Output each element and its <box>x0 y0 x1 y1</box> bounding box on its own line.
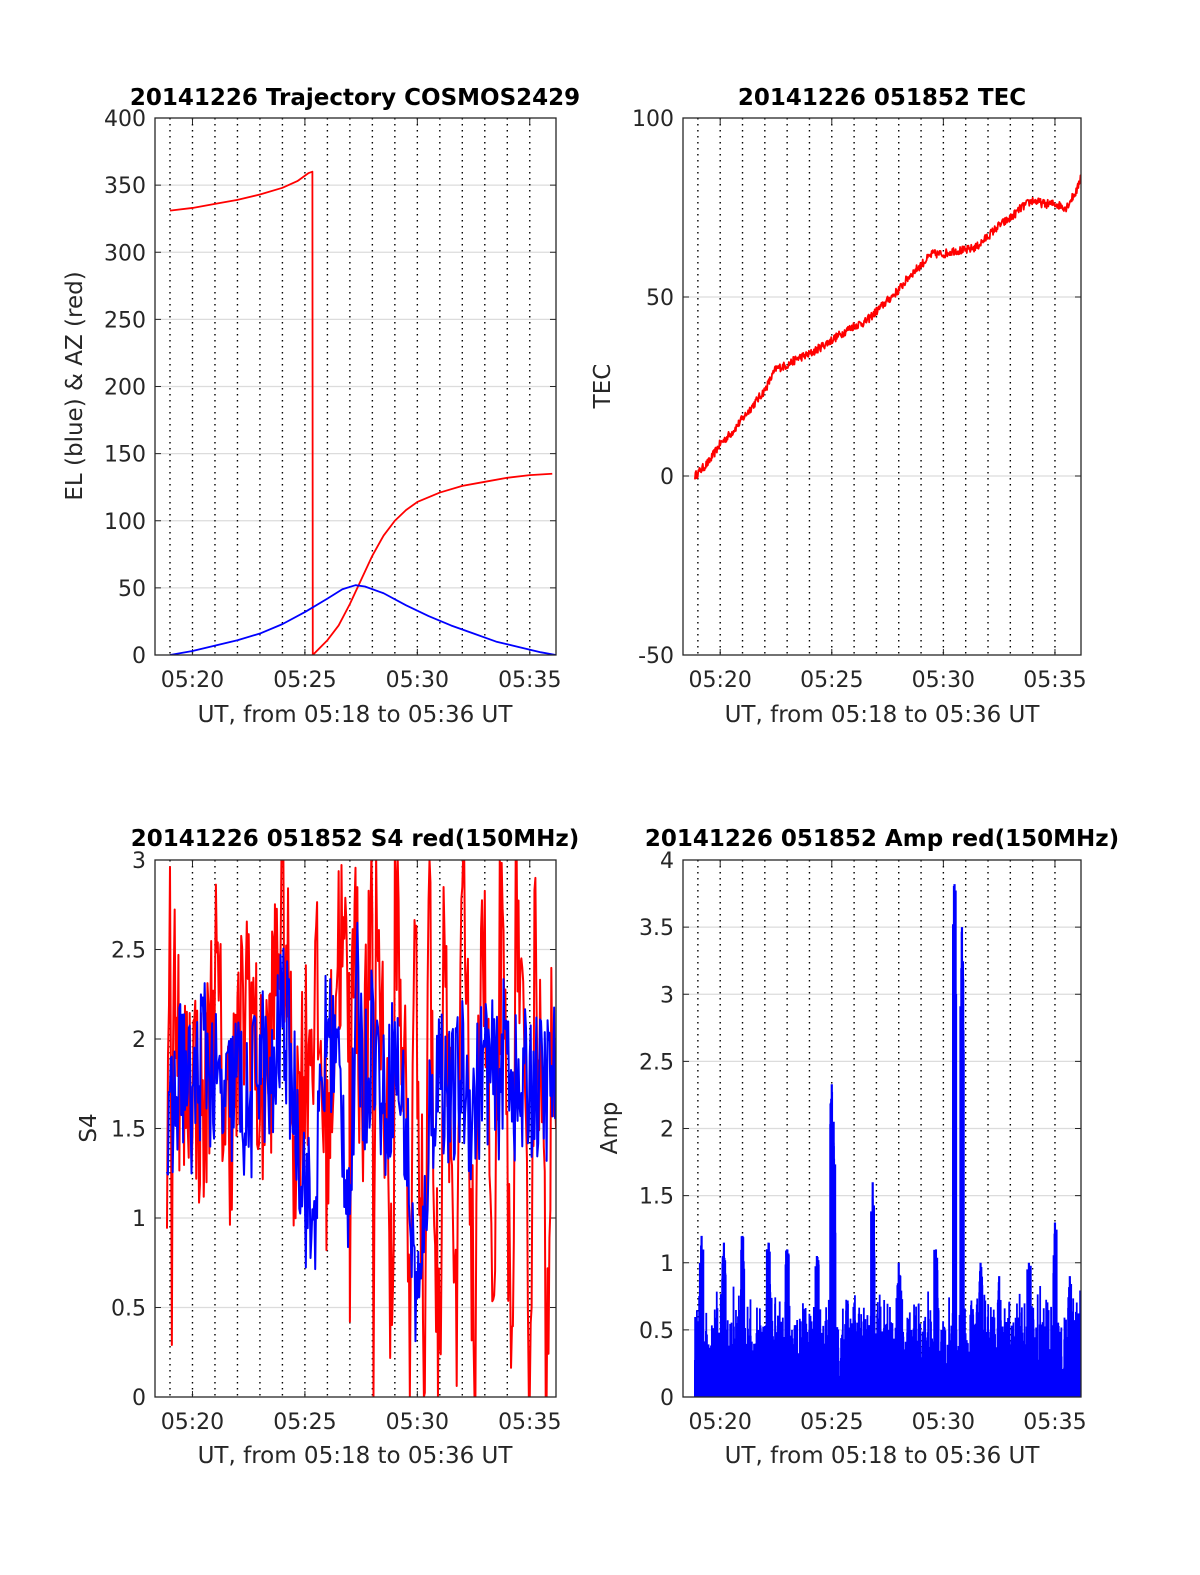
y-tick-label: 1.5 <box>639 1185 674 1210</box>
x-tick-label: 05:35 <box>1023 668 1086 693</box>
y-tick-label: 3.5 <box>639 916 674 941</box>
y-tick-label: 50 <box>646 286 674 311</box>
series-bars <box>694 886 1081 1397</box>
axes-frame <box>682 859 1082 1398</box>
tec-x-label: UT, from 05:18 to 05:36 UT <box>725 702 1041 728</box>
series-line <box>169 584 556 655</box>
y-tick-label: 2 <box>132 1028 146 1053</box>
s4-y-ticks: 0 0.5 1 1.5 2 2.5 3 <box>111 849 146 1411</box>
y-tick-label: 200 <box>104 376 146 401</box>
y-tick-label: 100 <box>104 510 146 535</box>
amp-y-ticks: 0 0.5 1 1.5 2 2.5 3 3.5 4 <box>639 849 674 1411</box>
trajectory-plot-area <box>154 117 557 656</box>
series-group <box>694 884 1081 1397</box>
amp-y-label: Amp <box>597 1102 623 1155</box>
y-tick-label: 50 <box>118 577 146 602</box>
x-tick-label: 05:30 <box>912 1410 975 1435</box>
x-tick-label: 05:25 <box>273 1410 336 1435</box>
y-tick-label: 150 <box>104 443 146 468</box>
s4-chart: 20141226 051852 S4 red(150MHz) 0 0.5 1 1.5 2… <box>76 826 579 1469</box>
y-tick-label: 350 <box>104 174 146 199</box>
tec-plot-area <box>682 117 1082 656</box>
x-tick-label: 05:35 <box>1023 1410 1086 1435</box>
tec-x-ticks: 05:20 05:25 05:30 05:35 <box>688 668 1086 693</box>
x-tick-label: 05:30 <box>386 1410 449 1435</box>
tec-chart: 20141226 051852 TEC -50 0 50 100 05:20 05:25… <box>590 85 1087 728</box>
y-tick-label: -50 <box>638 644 674 669</box>
s4-x-label: UT, from 05:18 to 05:36 UT <box>198 1443 514 1469</box>
x-tick-label: 05:25 <box>273 668 336 693</box>
x-tick-label: 05:35 <box>498 668 561 693</box>
y-tick-label: 1 <box>132 1207 146 1232</box>
s4-x-ticks: 05:20 05:25 05:30 05:35 <box>161 1410 562 1435</box>
y-tick-label: 0.5 <box>639 1319 674 1344</box>
y-tick-label: 0 <box>132 1386 146 1411</box>
x-tick-label: 05:20 <box>161 1410 224 1435</box>
tec-y-ticks: -50 0 50 100 <box>632 107 674 669</box>
x-tick-label: 05:30 <box>386 668 449 693</box>
series-group <box>169 170 556 655</box>
axes-frame <box>154 117 557 656</box>
axes-frame <box>682 117 1082 656</box>
amp-chart: 20141226 051852 Amp red(150MHz) 0 0.5 1 1.5… <box>597 826 1119 1469</box>
y-tick-label: 3 <box>660 983 674 1008</box>
y-tick-label: 3 <box>132 849 146 874</box>
y-tick-label: 400 <box>104 107 146 132</box>
series-line <box>694 174 1081 480</box>
x-tick-label: 05:20 <box>161 668 224 693</box>
series-line <box>169 170 553 655</box>
amp-x-ticks: 05:20 05:25 05:30 05:35 <box>688 1410 1086 1435</box>
trajectory-x-ticks: 05:20 05:25 05:30 05:35 <box>161 668 562 693</box>
amp-x-label: UT, from 05:18 to 05:36 UT <box>725 1443 1041 1469</box>
s4-y-label: S4 <box>76 1113 102 1142</box>
x-tick-label: 05:30 <box>912 668 975 693</box>
x-tick-label: 05:25 <box>800 1410 863 1435</box>
y-tick-label: 1 <box>660 1252 674 1277</box>
x-tick-label: 05:20 <box>688 1410 751 1435</box>
tec-y-label: TEC <box>590 364 616 410</box>
series-group <box>165 860 556 1397</box>
x-tick-label: 05:35 <box>498 1410 561 1435</box>
y-tick-label: 0 <box>132 644 146 669</box>
s4-plot-area <box>154 859 557 1398</box>
trajectory-y-label: EL (blue) & AZ (red) <box>62 271 88 500</box>
tec-title: 20141226 051852 TEC <box>738 85 1026 111</box>
series-group <box>694 174 1081 480</box>
y-tick-label: 2 <box>660 1118 674 1143</box>
series-line <box>165 860 556 1397</box>
y-tick-label: 250 <box>104 308 146 333</box>
x-tick-label: 05:25 <box>800 668 863 693</box>
y-tick-label: 0 <box>660 465 674 490</box>
y-tick-label: 1.5 <box>111 1118 146 1143</box>
axes-frame <box>154 859 557 1398</box>
y-tick-label: 100 <box>632 107 674 132</box>
y-tick-label: 2.5 <box>111 939 146 964</box>
y-tick-label: 4 <box>660 849 674 874</box>
amp-plot-area <box>682 859 1082 1398</box>
amp-title: 20141226 051852 Amp red(150MHz) <box>645 826 1119 852</box>
trajectory-title: 20141226 Trajectory COSMOS2429 <box>130 85 580 111</box>
x-tick-label: 05:20 <box>688 668 751 693</box>
y-tick-label: 0.5 <box>111 1297 146 1322</box>
series-line <box>166 921 556 1343</box>
trajectory-y-ticks: 0 50 100 150 200 250 300 350 400 <box>104 107 146 669</box>
trajectory-x-label: UT, from 05:18 to 05:36 UT <box>198 702 514 728</box>
s4-title: 20141226 051852 S4 red(150MHz) <box>131 826 580 852</box>
y-tick-label: 2.5 <box>639 1050 674 1075</box>
y-tick-label: 0 <box>660 1386 674 1411</box>
trajectory-chart: 20141226 Trajectory COSMOS2429 0 50 100 150… <box>62 85 580 728</box>
y-tick-label: 300 <box>104 241 146 266</box>
